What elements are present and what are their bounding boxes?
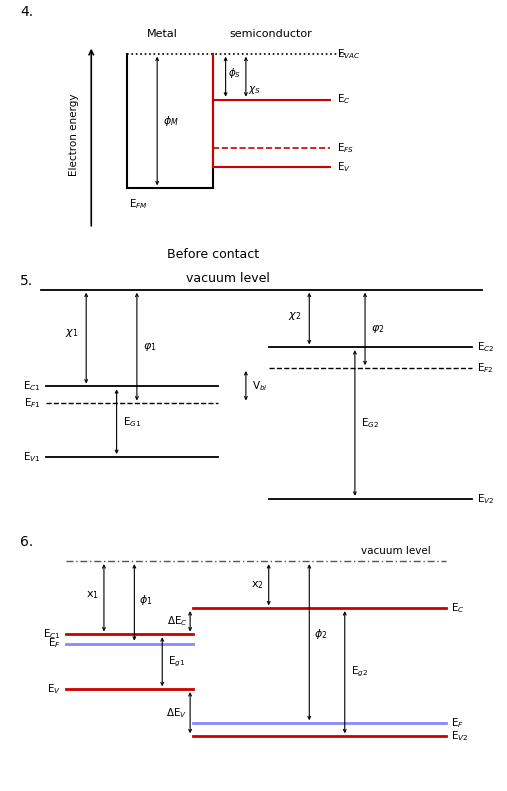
- Text: E$_C$: E$_C$: [451, 601, 465, 615]
- Text: E$_{g2}$: E$_{g2}$: [351, 665, 368, 679]
- Text: E$_F$: E$_F$: [48, 637, 61, 650]
- Text: E$_{V2}$: E$_{V2}$: [477, 492, 494, 505]
- Text: $\varphi_1$: $\varphi_1$: [143, 341, 157, 353]
- Text: Metal: Metal: [147, 29, 177, 39]
- Text: E$_{F1}$: E$_{F1}$: [24, 396, 41, 411]
- Text: E$_V$: E$_V$: [337, 160, 351, 174]
- Text: E$_{G1}$: E$_{G1}$: [123, 414, 141, 429]
- Text: E$_{g1}$: E$_{g1}$: [168, 655, 186, 669]
- Text: 6.: 6.: [20, 536, 33, 549]
- Text: E$_C$: E$_C$: [337, 93, 351, 107]
- Text: semiconductor: semiconductor: [230, 29, 313, 39]
- Text: V$_{bi}$: V$_{bi}$: [252, 379, 268, 392]
- Text: E$_F$: E$_F$: [451, 716, 464, 730]
- Text: x$_2$: x$_2$: [251, 579, 264, 591]
- Text: E$_{V1}$: E$_{V1}$: [23, 450, 41, 464]
- Text: E$_{F2}$: E$_{F2}$: [477, 361, 493, 375]
- Text: E$_{FM}$: E$_{FM}$: [129, 198, 148, 211]
- Text: E$_{C1}$: E$_{C1}$: [23, 380, 41, 393]
- Text: E$_{C2}$: E$_{C2}$: [477, 340, 494, 354]
- Text: 5.: 5.: [20, 274, 33, 288]
- Text: $\Delta$E$_C$: $\Delta$E$_C$: [167, 615, 188, 628]
- Text: Electron energy: Electron energy: [68, 93, 79, 176]
- Text: 4.: 4.: [20, 6, 33, 19]
- Text: $\phi_M$: $\phi_M$: [163, 114, 179, 128]
- Text: $\Delta$E$_V$: $\Delta$E$_V$: [166, 706, 188, 720]
- Text: E$_V$: E$_V$: [47, 683, 61, 696]
- Text: x$_1$: x$_1$: [86, 589, 99, 601]
- Text: Before contact: Before contact: [167, 248, 259, 261]
- Text: $\chi_2$: $\chi_2$: [288, 310, 302, 322]
- Text: E$_{FS}$: E$_{FS}$: [337, 141, 354, 155]
- Text: $\phi_2$: $\phi_2$: [314, 627, 328, 642]
- Text: $\chi_1$: $\chi_1$: [65, 327, 79, 339]
- Text: E$_{C1}$: E$_{C1}$: [43, 627, 61, 642]
- Text: $\varphi_2$: $\varphi_2$: [371, 323, 385, 335]
- Text: $\phi_1$: $\phi_1$: [139, 592, 153, 607]
- Text: vacuum level: vacuum level: [186, 271, 270, 285]
- Text: vacuum level: vacuum level: [361, 546, 431, 556]
- Text: $\chi_S$: $\chi_S$: [248, 84, 262, 96]
- Text: E$_{V2}$: E$_{V2}$: [451, 729, 468, 743]
- Text: E$_{G2}$: E$_{G2}$: [361, 416, 379, 430]
- Text: $\phi_S$: $\phi_S$: [228, 66, 241, 80]
- Text: E$_{VAC}$: E$_{VAC}$: [337, 47, 361, 61]
